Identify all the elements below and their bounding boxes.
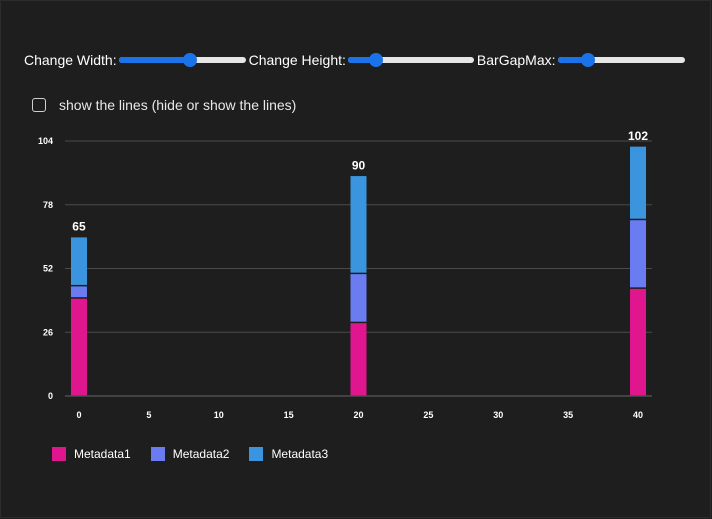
x-tick-label: 10 <box>214 410 224 420</box>
bar-segment <box>70 237 87 285</box>
lines-checkbox-label: show the lines (hide or show the lines) <box>59 97 297 113</box>
bar-segment <box>70 286 87 298</box>
bargap-slider-label: BarGapMax: <box>476 52 556 68</box>
x-tick-label: 0 <box>76 410 81 420</box>
legend-swatch <box>150 447 165 461</box>
bar-segment <box>630 220 647 288</box>
bar-segment <box>630 146 647 219</box>
y-tick-label: 0 <box>48 391 53 401</box>
width-slider[interactable] <box>118 51 246 69</box>
x-tick-label: 25 <box>423 410 433 420</box>
bargap-slider[interactable] <box>557 51 685 69</box>
legend-label: Metadata3 <box>271 447 329 461</box>
x-tick-label: 5 <box>146 410 151 420</box>
x-tick-label: 40 <box>633 410 643 420</box>
height-slider[interactable] <box>347 51 474 69</box>
slider-fill <box>557 57 588 63</box>
lines-checkbox[interactable] <box>32 98 46 112</box>
slider-thumb[interactable] <box>580 53 595 67</box>
x-tick-label: 15 <box>284 410 294 420</box>
legend-item[interactable]: Metadata1 <box>52 447 131 461</box>
y-tick-label: 104 <box>38 136 53 146</box>
bar-segment <box>350 176 367 273</box>
x-tick-label: 35 <box>563 410 573 420</box>
y-tick-label: 26 <box>43 327 53 337</box>
bar-segment <box>350 274 367 322</box>
legend-swatch <box>249 447 264 461</box>
width-slider-label: Change Width: <box>24 52 117 68</box>
slider-track <box>347 57 474 63</box>
legend-item[interactable]: Metadata3 <box>249 447 328 461</box>
legend-swatch <box>52 447 66 461</box>
bar-total-label: 90 <box>352 158 366 172</box>
slider-track <box>557 57 685 63</box>
bar-segment <box>70 298 87 396</box>
legend-item[interactable]: Metadata2 <box>150 447 230 461</box>
bar-total-label: 65 <box>72 220 86 234</box>
slider-fill <box>347 57 376 63</box>
x-tick-label: 30 <box>493 410 503 420</box>
bar-segment <box>350 323 367 396</box>
y-tick-label: 52 <box>43 264 53 274</box>
chart-legend: Metadata1 Metadata2 Metadata3 <box>52 447 348 461</box>
legend-label: Metadata1 <box>74 447 131 461</box>
bar-total-label: 102 <box>628 129 648 143</box>
legend-label: Metadata2 <box>172 447 230 461</box>
bar-segment <box>630 288 647 396</box>
y-tick-label: 78 <box>43 200 53 210</box>
slider-thumb[interactable] <box>368 53 383 67</box>
slider-thumb[interactable] <box>182 53 197 67</box>
slider-fill <box>118 57 190 63</box>
height-slider-label: Change Height: <box>248 52 346 68</box>
slider-controls: Change Width: Change Height: BarGapMax: <box>24 50 688 70</box>
lines-toggle-row: show the lines (hide or show the lines) <box>32 96 296 114</box>
x-tick-label: 20 <box>353 410 363 420</box>
